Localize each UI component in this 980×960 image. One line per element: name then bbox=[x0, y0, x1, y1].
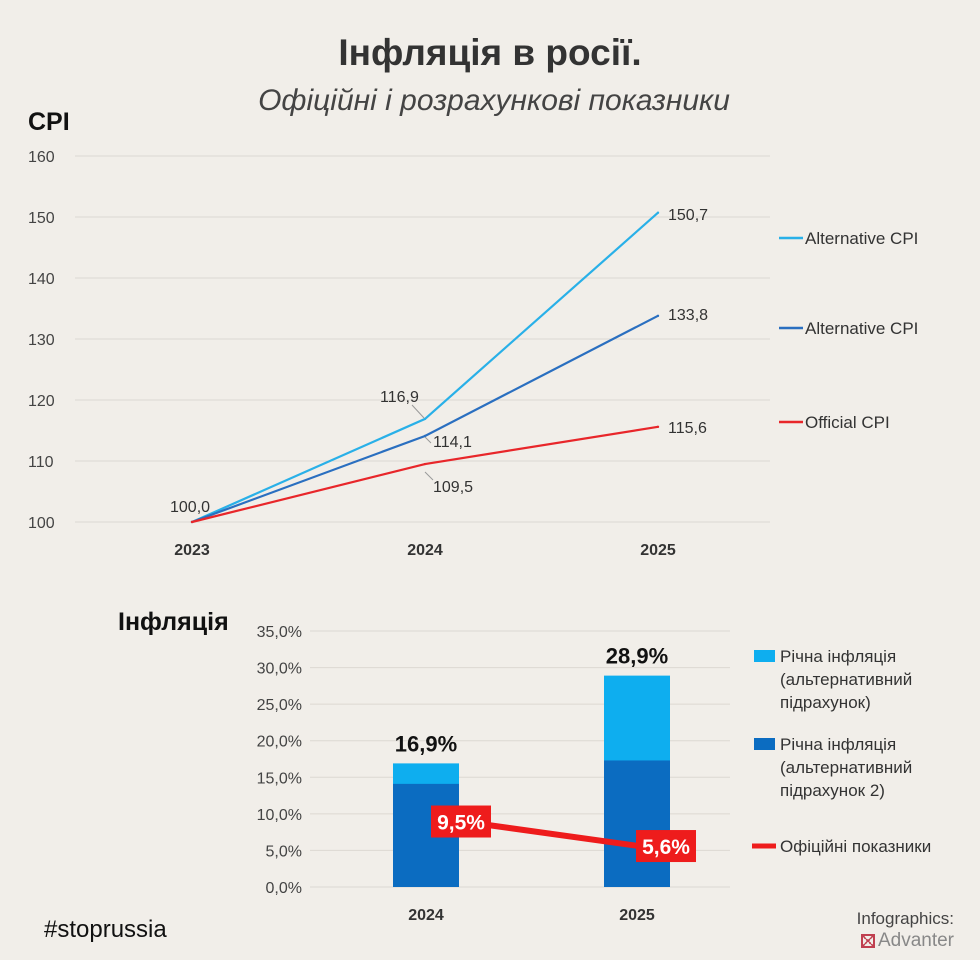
hashtag: #stoprussia bbox=[44, 916, 167, 943]
data-label: 133,8 bbox=[668, 307, 708, 324]
data-label: 109,5 bbox=[433, 479, 473, 496]
legend-label: (альтернативний bbox=[780, 758, 912, 777]
x-tick-label: 2024 bbox=[408, 907, 444, 924]
data-point bbox=[423, 417, 427, 421]
leader-line bbox=[411, 404, 425, 419]
y-tick-label: 110 bbox=[28, 454, 54, 471]
official-label-box bbox=[431, 805, 491, 838]
x-tick-label: 2025 bbox=[619, 907, 655, 924]
brand-logo: Advanter bbox=[857, 930, 954, 952]
y-tick-label: 160 bbox=[28, 149, 55, 166]
y-tick-label: 120 bbox=[28, 393, 55, 410]
y-tick-label: 5,0% bbox=[266, 843, 302, 860]
data-label: 150,7 bbox=[668, 207, 708, 224]
x-tick-label: 2025 bbox=[640, 542, 676, 559]
y-tick-label: 35,0% bbox=[257, 624, 302, 641]
legend-label: Річна інфляція bbox=[780, 735, 896, 754]
legend-label: Official CPI bbox=[805, 413, 890, 432]
credit-label: Infographics: bbox=[856, 909, 954, 928]
page-subtitle: Офіційні і розрахункові показники bbox=[258, 84, 730, 117]
legend-label: підрахунок 2) bbox=[780, 781, 885, 800]
y-tick-label: 150 bbox=[28, 210, 55, 227]
data-label: 114,1 bbox=[433, 434, 472, 451]
advanter-icon bbox=[860, 934, 875, 948]
y-tick-label: 130 bbox=[28, 332, 55, 349]
leader-line bbox=[424, 471, 434, 481]
data-point bbox=[656, 211, 660, 214]
brand-name: Advanter bbox=[877, 930, 954, 951]
line-series-0 bbox=[191, 211, 659, 524]
data-point bbox=[423, 434, 427, 438]
data-point bbox=[656, 314, 660, 318]
bar bbox=[604, 760, 670, 887]
leader-line bbox=[424, 436, 432, 444]
y-tick-label: 25,0% bbox=[257, 697, 302, 714]
bar-total-label: 28,9% bbox=[606, 644, 668, 669]
page-title: Інфляція в росії. bbox=[338, 32, 642, 73]
line-series-2 bbox=[191, 425, 659, 524]
legend-label: підрахунок) bbox=[780, 693, 871, 712]
y-tick-label: 100 bbox=[28, 515, 55, 532]
bar-total-label: 16,9% bbox=[395, 731, 457, 756]
inflation-axis-label: Інфляція bbox=[118, 608, 229, 636]
data-point bbox=[656, 425, 660, 429]
legend-label: Alternative CPI bbox=[805, 319, 918, 338]
legend-label: Річна інфляція bbox=[780, 647, 896, 666]
credit: Infographics: Advanter bbox=[857, 908, 954, 952]
official-label: 5,6% bbox=[642, 836, 690, 859]
official-label-box bbox=[636, 830, 696, 863]
data-label: 116,9 bbox=[380, 389, 419, 406]
data-label: 100,0 bbox=[170, 499, 210, 516]
x-tick-label: 2023 bbox=[174, 542, 210, 559]
data-point bbox=[190, 520, 194, 524]
cpi-axis-label: CPI bbox=[28, 108, 70, 136]
y-tick-label: 140 bbox=[28, 271, 55, 288]
legend-swatch bbox=[754, 650, 775, 662]
data-point bbox=[423, 462, 427, 466]
y-tick-label: 10,0% bbox=[257, 807, 302, 824]
x-tick-label: 2024 bbox=[407, 542, 443, 559]
y-tick-label: 20,0% bbox=[257, 734, 302, 751]
y-tick-label: 15,0% bbox=[257, 770, 302, 787]
legend-label: Alternative CPI bbox=[805, 229, 918, 248]
official-label: 9,5% bbox=[437, 812, 485, 835]
y-tick-label: 30,0% bbox=[257, 661, 302, 678]
legend-label: Офіційні показники bbox=[780, 837, 931, 856]
data-label: 115,6 bbox=[668, 420, 707, 437]
y-tick-label: 0,0% bbox=[266, 880, 302, 897]
legend-swatch bbox=[754, 738, 775, 750]
legend-label: (альтернативний bbox=[780, 670, 912, 689]
